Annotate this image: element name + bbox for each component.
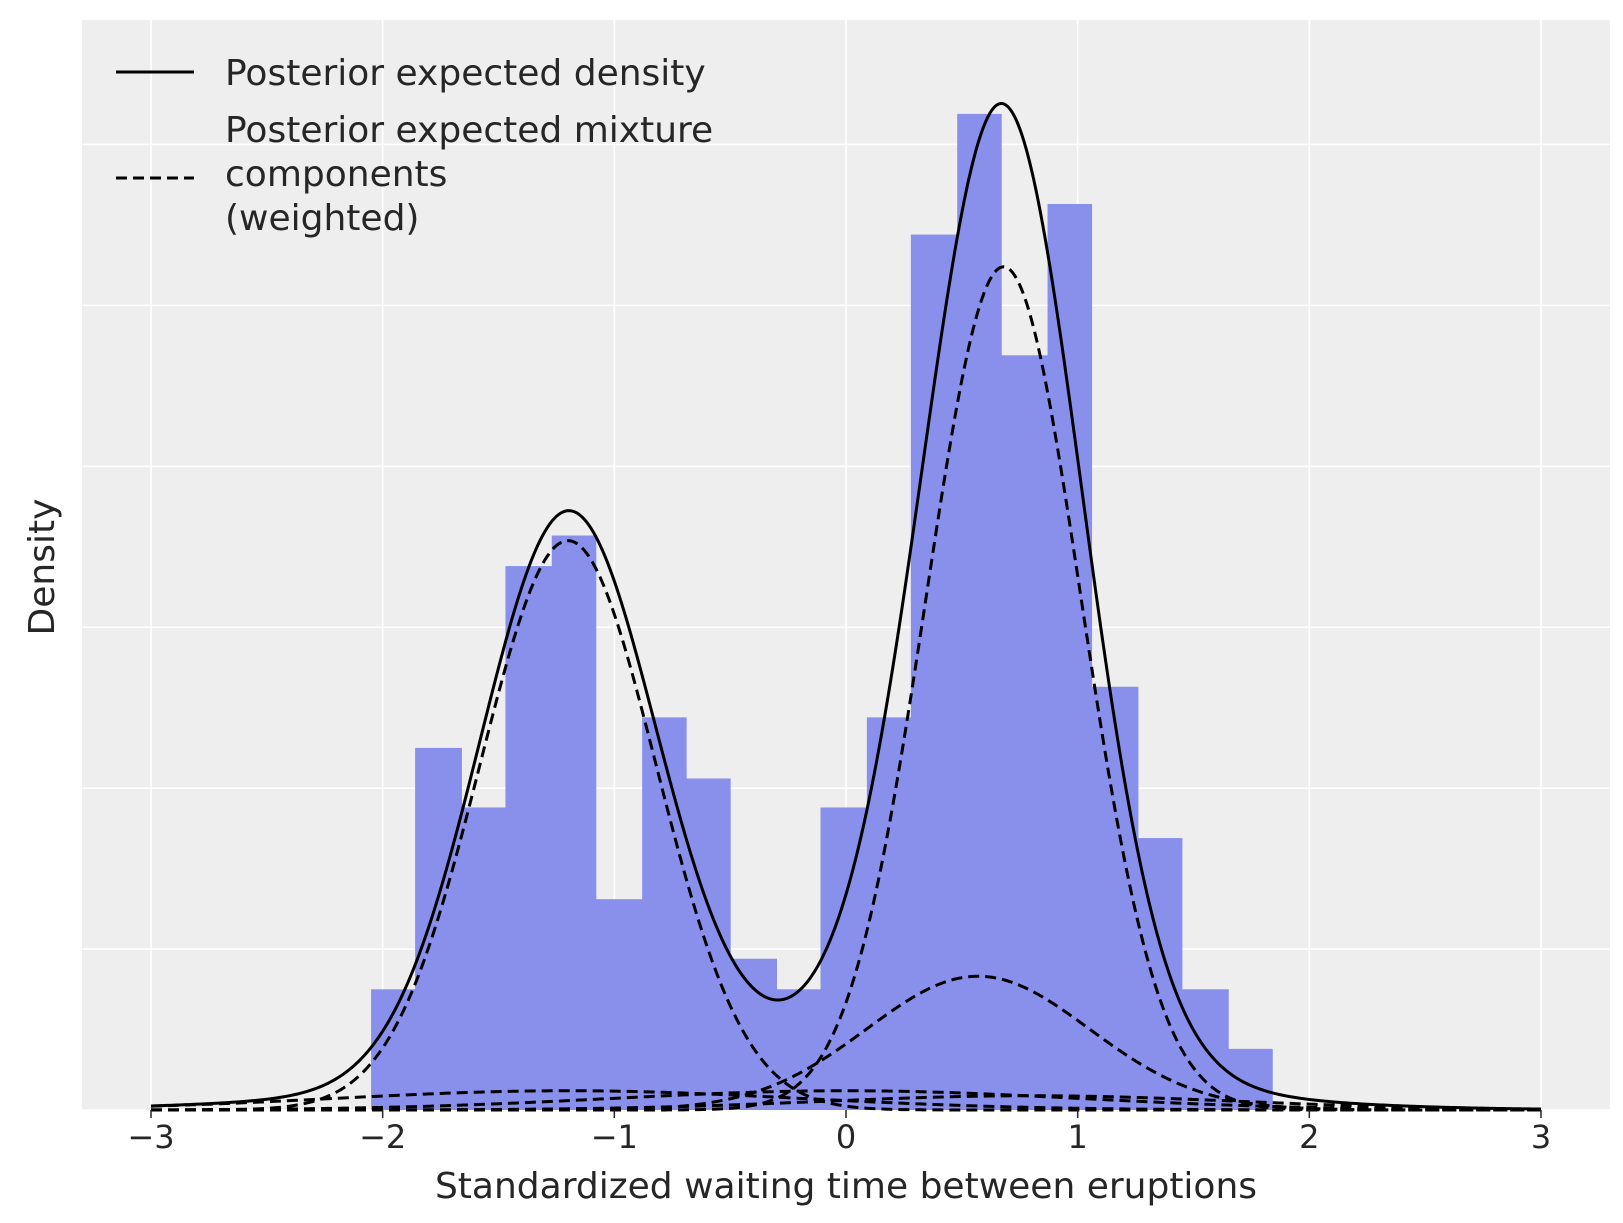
histogram-bar-16 [1091, 686, 1139, 1110]
x-axis-label: Standardized waiting time between erupti… [435, 1166, 1257, 1207]
y-axis-label: Density [22, 499, 63, 636]
legend-label-components-3: (weighted) [225, 198, 419, 239]
histogram-bars [371, 113, 1273, 1111]
component-curve-4 [150, 1089, 1542, 1112]
histogram-bar-2 [461, 807, 506, 1110]
component-curve-3 [150, 1089, 1541, 1112]
histogram-bar-15 [1047, 204, 1093, 1111]
legend-label-density: Posterior expected density [225, 53, 706, 94]
histogram-bar-6 [642, 717, 687, 1110]
histogram-bar-8 [730, 958, 777, 1110]
x-tick-label-4: 1 [1067, 1118, 1087, 1156]
x-tick-label-1: −2 [359, 1118, 406, 1156]
component-curve-5 [151, 1094, 1542, 1112]
histogram-bar-0 [371, 989, 416, 1110]
x-tick-label-0: −3 [127, 1118, 174, 1156]
histogram-bar-3 [505, 566, 553, 1110]
x-tick-label-5: 2 [1299, 1118, 1319, 1156]
histogram-bar-12 [910, 234, 958, 1110]
histogram-bar-4 [551, 535, 597, 1110]
density-curve [150, 101, 1542, 1111]
histogram-bar-14 [1001, 355, 1049, 1111]
histogram-bar-1 [415, 747, 462, 1110]
x-tick-label-6: 3 [1531, 1118, 1551, 1156]
legend-label-components-1: Posterior expected mixture [225, 110, 713, 151]
grid [82, 20, 1610, 1111]
x-tick-label-2: −1 [591, 1118, 638, 1156]
histogram-bar-11 [866, 717, 912, 1110]
histogram-bar-13 [957, 113, 1002, 1110]
x-tick-label-3: 0 [836, 1118, 856, 1156]
histogram-bar-5 [595, 899, 643, 1110]
legend: Posterior expected density Posterior exp… [116, 53, 713, 239]
legend-label-components-2: components [225, 154, 447, 195]
x-axis-ticks: −3 −2 −1 0 1 2 3 [127, 1110, 1551, 1156]
histogram-bar-10 [820, 807, 868, 1110]
